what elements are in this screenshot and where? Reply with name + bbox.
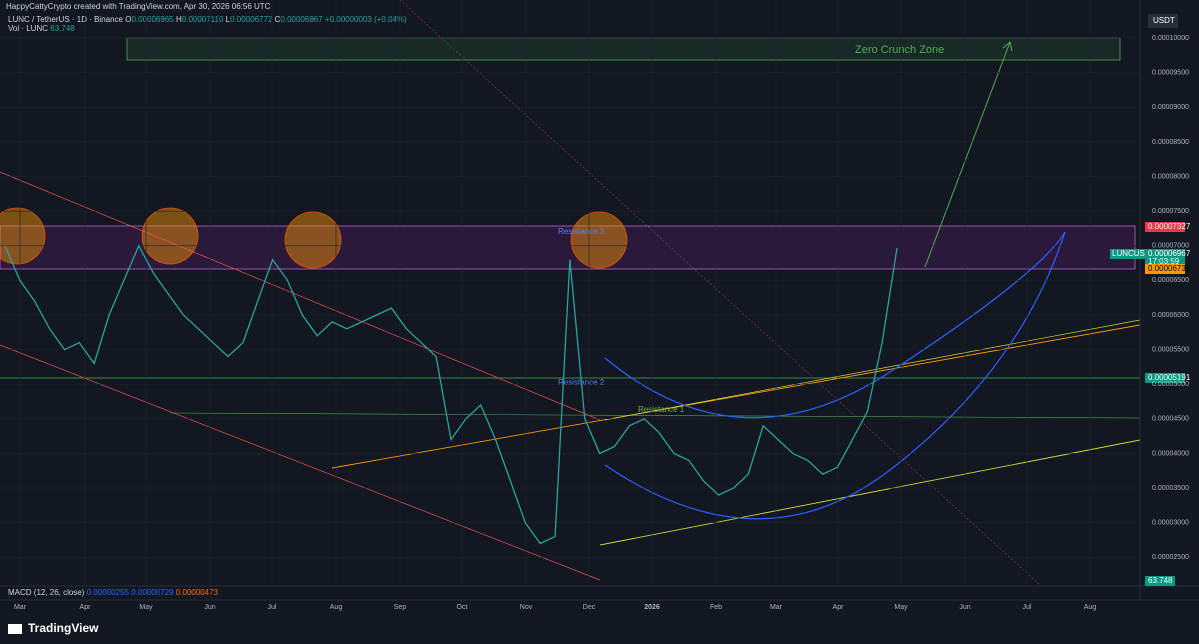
- ohlc-line: LUNC / TetherUS · 1D · Binance O0.000069…: [8, 15, 407, 24]
- price-tag-label: 0.00007327: [1148, 222, 1191, 231]
- x-tick-label: Jul: [268, 604, 277, 611]
- price-tag-label: 0.00005191: [1148, 373, 1191, 382]
- price-tag: [1145, 373, 1185, 383]
- price-tag-label: 0.00006967: [1148, 249, 1191, 258]
- change: +0.00000003 (+0.04%): [325, 15, 407, 24]
- y-tick-label: 0.00003500: [1152, 485, 1189, 492]
- y-tick-label: 0.00006000: [1152, 312, 1189, 319]
- ohlc-label: H: [176, 15, 182, 24]
- x-tick-label: Mar: [770, 604, 783, 611]
- price-tag: [1145, 576, 1175, 586]
- x-tick-label: Mar: [14, 604, 27, 611]
- annotation: Resistance 3: [558, 227, 605, 236]
- x-tick-label: Sep: [394, 604, 407, 611]
- price-tag: [1145, 264, 1185, 274]
- annotation: Zero Crunch Zone: [855, 44, 944, 56]
- macd-line: MACD (12, 26, close) 0.00000255 0.000007…: [8, 588, 219, 597]
- macd-value: 0.00000255: [87, 588, 130, 597]
- ohlc-label: C: [275, 15, 281, 24]
- target-arrow: [924, 41, 1011, 268]
- x-tick-label: May: [894, 604, 908, 611]
- channel-line: [604, 319, 1141, 421]
- currency: USDT: [1153, 16, 1175, 25]
- price-tag-label: 63.748: [1148, 576, 1173, 585]
- ohlc-label: O: [125, 15, 131, 24]
- y-tick-label: 0.00009500: [1152, 70, 1189, 77]
- x-tick-label: Apr: [833, 604, 845, 611]
- x-tick-label: Jun: [204, 604, 215, 611]
- y-tick-label: 0.00009000: [1152, 104, 1189, 111]
- macd-value: 0.00000473: [176, 588, 219, 597]
- price-tag: [1145, 222, 1185, 232]
- price-tag: [1145, 249, 1185, 267]
- macd-name: MACD (12, 26, close): [8, 588, 85, 597]
- cup-curve: [604, 231, 1066, 419]
- ohlc-value: 0.00007110: [182, 15, 224, 24]
- x-tick-label: Jun: [959, 604, 970, 611]
- annotation: Resistance 1: [638, 405, 685, 414]
- support-line: [169, 412, 1141, 419]
- trend-line: [0, 171, 601, 421]
- channel-line: [331, 324, 1141, 469]
- y-tick-label: 0.00008500: [1152, 139, 1189, 146]
- y-tick-label: 0.00005000: [1152, 381, 1189, 388]
- y-tick-label: 0.00002500: [1152, 554, 1189, 561]
- footer: [0, 614, 1199, 644]
- y-tick-label: 0.00004500: [1152, 416, 1189, 423]
- x-tick-label: Jul: [1023, 604, 1032, 611]
- y-tick-label: 0.00003000: [1152, 520, 1189, 527]
- volume-line: Vol · LUNC 63.748: [8, 24, 75, 33]
- price-tag-label: 0.00006736: [1148, 264, 1191, 273]
- x-tick-label: Nov: [520, 604, 533, 611]
- footer-logo: [8, 624, 22, 634]
- price-tag-label: 17:03:59: [1148, 257, 1180, 266]
- x-tick-label: Aug: [1084, 604, 1097, 611]
- x-tick-label: Oct: [457, 604, 468, 611]
- resistance-zone: [0, 225, 1136, 270]
- x-tick-label: Dec: [583, 604, 596, 611]
- volume-label: Vol · LUNC: [8, 24, 48, 33]
- y-tick-label: 0.00005500: [1152, 346, 1189, 353]
- x-tick-label: May: [139, 604, 153, 611]
- ohlc-value: 0.00006965: [131, 15, 174, 24]
- x-tick-label: Feb: [710, 604, 722, 611]
- x-tick-label: 2026: [644, 604, 660, 611]
- x-tick-label: Apr: [80, 604, 92, 611]
- trend-line: [399, 0, 1041, 586]
- ohlc-label: L: [226, 15, 231, 24]
- y-tick-label: 0.00004000: [1152, 450, 1189, 457]
- y-tick-label: 0.00007500: [1152, 208, 1189, 215]
- arrow-head: [1002, 41, 1013, 52]
- y-tick-label: 0.00008000: [1152, 173, 1189, 180]
- top-markers: [0, 207, 628, 269]
- ohlc-value: 0.00006967: [280, 15, 323, 24]
- y-tick-label: 0.00006500: [1152, 277, 1189, 284]
- y-tick-label: 0.00007000: [1152, 243, 1189, 250]
- macd-value: 0.00000729: [131, 588, 174, 597]
- price-tag: [1110, 249, 1145, 259]
- y-tick-label: 0.00010000: [1152, 35, 1189, 42]
- x-tick-label: Aug: [330, 604, 343, 611]
- channel-line: [599, 439, 1141, 546]
- credit: HappyCattyCrypto created with TradingVie…: [6, 2, 271, 11]
- price-tag-label: LUNCUSDT: [1112, 249, 1156, 258]
- currency-box: [1148, 14, 1178, 28]
- ohlc-value: 0.00006772: [230, 15, 273, 24]
- footer-brand: TradingView: [28, 621, 99, 635]
- price-line: [4, 244, 898, 545]
- symbol: LUNC / TetherUS · 1D · Binance: [8, 15, 124, 24]
- dynamic-layer: 0.00002500 0.00003000 0.00003500 0.00004000…: [0, 0, 1189, 611]
- volume-value: 63.748: [50, 24, 75, 33]
- zero-crunch-zone: [126, 37, 1121, 61]
